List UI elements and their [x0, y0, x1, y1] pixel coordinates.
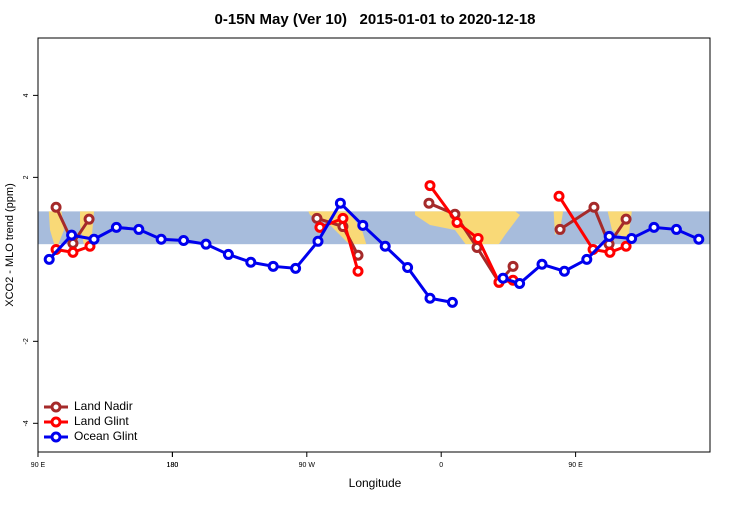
- point: [507, 260, 519, 272]
- point: [424, 292, 436, 304]
- x-tick-label: 90 W: [299, 462, 316, 469]
- point: [604, 246, 616, 258]
- point: [670, 223, 682, 235]
- point: [472, 232, 484, 244]
- legend-label: Land Glint: [74, 414, 129, 428]
- point: [446, 296, 458, 308]
- x-axis-label: Longitude: [349, 476, 402, 490]
- point: [312, 235, 324, 247]
- point: [620, 240, 632, 252]
- point: [337, 212, 349, 224]
- point: [423, 197, 435, 209]
- point: [83, 213, 95, 225]
- point: [648, 221, 660, 233]
- point: [402, 262, 414, 274]
- point: [222, 248, 234, 260]
- point: [245, 256, 257, 268]
- y-tick-label: -2: [23, 338, 30, 344]
- point: [379, 240, 391, 252]
- point: [693, 233, 705, 245]
- point: [536, 258, 548, 270]
- point: [43, 253, 55, 265]
- point: [581, 253, 593, 265]
- x-tick-label: 180: [167, 462, 179, 469]
- point: [334, 197, 346, 209]
- point: [311, 212, 323, 224]
- legend-marker: [50, 431, 62, 443]
- x-tick-label: 180: [167, 462, 179, 469]
- point: [554, 223, 566, 235]
- point: [626, 232, 638, 244]
- point: [110, 221, 122, 233]
- legend-marker: [50, 401, 62, 413]
- x-tick-label: 90 E: [568, 462, 583, 469]
- x-tick-label: 90 E: [31, 462, 46, 469]
- point: [620, 213, 632, 225]
- legend-marker: [50, 416, 62, 428]
- chart-title: 0-15N May (Ver 10) 2015-01-01 to 2020-12…: [214, 11, 535, 28]
- y-tick-label: -4: [23, 420, 30, 426]
- x-tick-label: 0: [439, 462, 443, 469]
- y-tick-label: 2: [23, 175, 30, 179]
- point: [497, 272, 509, 284]
- point: [290, 262, 302, 274]
- point: [178, 234, 190, 246]
- point: [133, 223, 145, 235]
- point: [67, 246, 79, 258]
- point: [267, 260, 279, 272]
- point: [558, 265, 570, 277]
- point: [66, 229, 78, 241]
- point: [588, 201, 600, 213]
- point: [200, 238, 212, 250]
- point: [352, 265, 364, 277]
- point: [155, 233, 167, 245]
- plot-frame: [37, 37, 711, 453]
- y-axis-label: XCO2 - MLO trend (ppm): [4, 183, 16, 306]
- point: [357, 219, 369, 231]
- point: [451, 216, 463, 228]
- point: [603, 230, 615, 242]
- y-tick-label: 4: [23, 93, 30, 97]
- point: [88, 233, 100, 245]
- point: [514, 278, 526, 290]
- point: [314, 221, 326, 233]
- legend-label: Ocean Glint: [74, 429, 138, 443]
- point: [67, 237, 79, 249]
- point: [424, 180, 436, 192]
- legend-label: Land Nadir: [74, 399, 133, 413]
- point: [553, 190, 565, 202]
- point: [50, 201, 62, 213]
